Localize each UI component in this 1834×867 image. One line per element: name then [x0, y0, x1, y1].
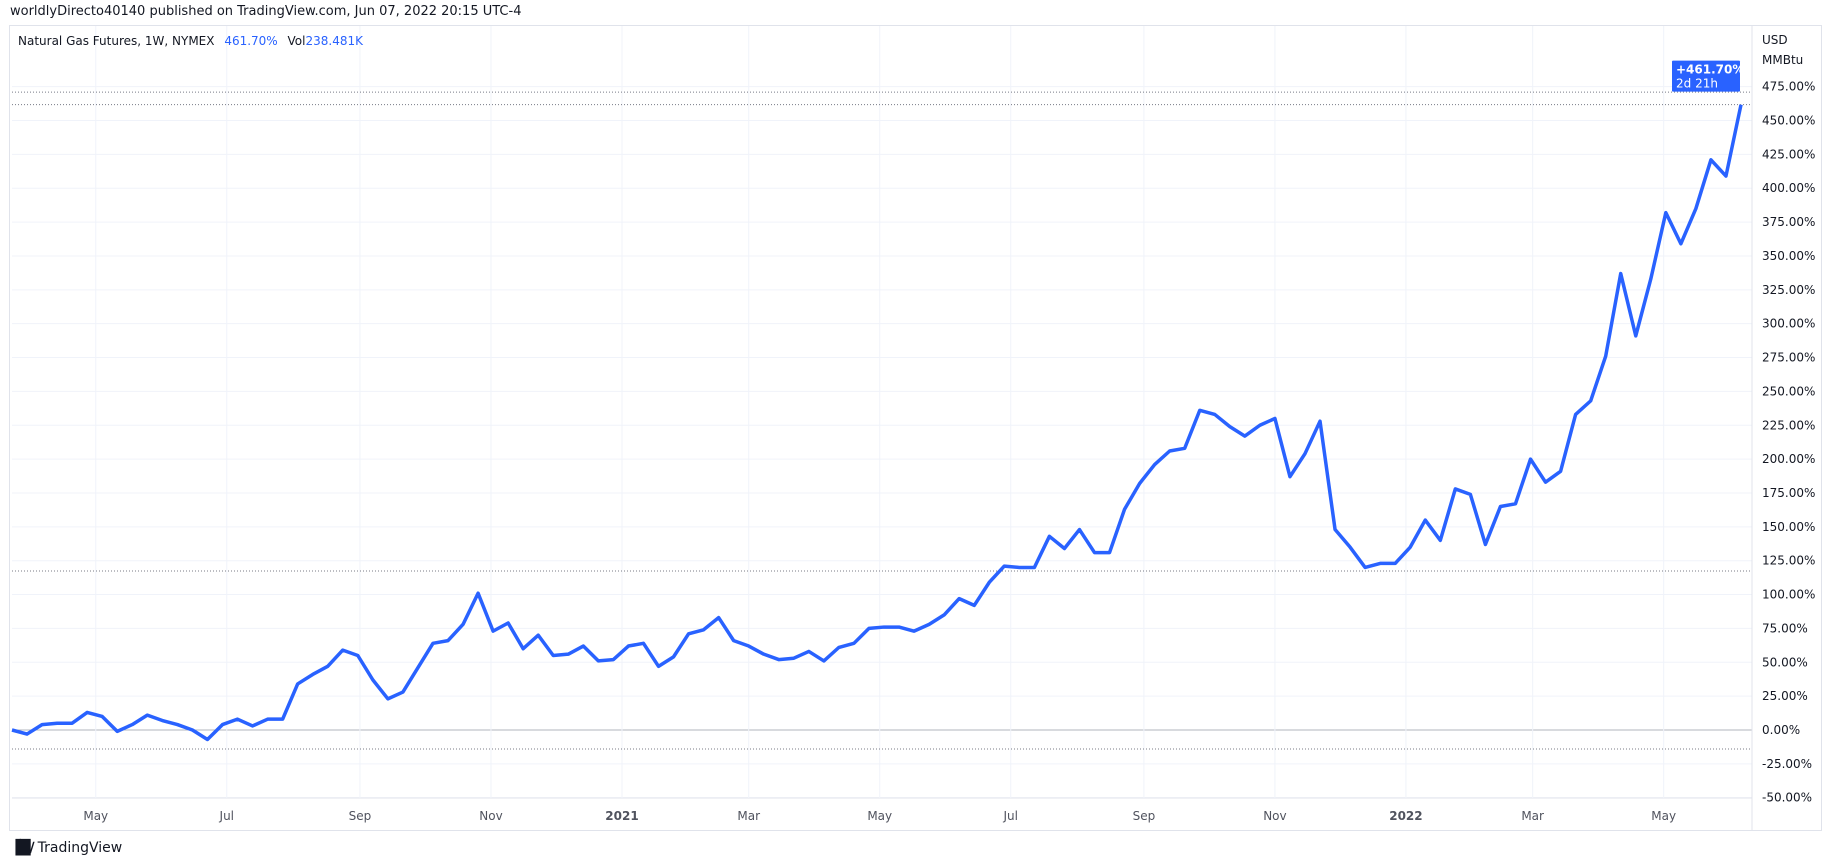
price-line: [11, 104, 1743, 742]
symbol-title: Natural Gas Futures, 1W, NYMEX: [18, 34, 215, 48]
last-price-value: +461.70%: [1676, 63, 1744, 77]
y-tick-label: 250.00%: [1762, 384, 1815, 398]
y-tick-label: 25.00%: [1762, 689, 1808, 703]
countdown: 2d 21h: [1676, 77, 1718, 91]
change-value: 461.70%: [224, 34, 278, 48]
last-price-box: [1672, 60, 1740, 92]
vol-value: 238.481K: [305, 34, 363, 48]
axis-currency: USD: [1762, 33, 1788, 47]
y-tick-label: 50.00%: [1762, 655, 1808, 669]
vol-label: Vol: [287, 34, 306, 48]
y-tick-label: -50.00%: [1762, 791, 1812, 805]
publish-attribution: worldlyDirecto40140 published on Trading…: [10, 4, 522, 19]
x-tick-label: Mar: [737, 809, 760, 823]
reference-lines: [12, 91, 1752, 750]
series: [11, 104, 1743, 742]
y-tick-label: 275.00%: [1762, 351, 1815, 365]
last-price-label: +461.70% 2d 21h: [1672, 60, 1744, 92]
x-tick-label: Nov: [1263, 809, 1286, 823]
y-tick-label: 75.00%: [1762, 621, 1808, 635]
y-tick-label: 425.00%: [1762, 147, 1815, 161]
tradingview-logo-icon: ▐█∕: [10, 840, 35, 856]
y-tick-label: 125.00%: [1762, 554, 1815, 568]
y-tick-label: 475.00%: [1762, 80, 1815, 94]
x-tick-label: Sep: [349, 809, 372, 823]
y-axis: 475.00% 450.00% 425.00% 400.00% 375.00% 350.0…: [1762, 80, 1815, 805]
y-tick-label: 450.00%: [1762, 114, 1815, 128]
y-tick-label: 350.00%: [1762, 249, 1815, 263]
x-axis: May Jul Sep Nov 2021 Mar May Jul Sep Nov 2022 Mar Ma…: [83, 809, 1676, 823]
y-tick-label: 375.00%: [1762, 215, 1815, 229]
y-tick-label: 150.00%: [1762, 520, 1815, 534]
x-tick-label: May: [1651, 809, 1676, 823]
y-tick-label: 200.00%: [1762, 452, 1815, 466]
x-tick-label: Nov: [479, 809, 502, 823]
y-tick-label: 400.00%: [1762, 181, 1815, 195]
grid: [12, 26, 1753, 831]
y-tick-label: 300.00%: [1762, 317, 1815, 331]
chart-frame: [9, 25, 1822, 831]
y-tick-label: -25.00%: [1762, 757, 1812, 771]
x-tick-label: May: [867, 809, 892, 823]
x-tick-label: Jul: [219, 809, 234, 823]
footer-brand[interactable]: ▐█∕ TradingView: [10, 840, 122, 856]
y-tick-label: 325.00%: [1762, 283, 1815, 297]
x-tick-label: Mar: [1521, 809, 1544, 823]
y-tick-label: 175.00%: [1762, 486, 1815, 500]
chart-legend: Natural Gas Futures, 1W, NYMEX 461.70% V…: [18, 34, 363, 48]
brand-name: TradingView: [37, 840, 123, 856]
axis-unit: MMBtu: [1762, 53, 1803, 67]
x-tick-label: May: [83, 809, 108, 823]
x-tick-label: 2021: [605, 809, 638, 823]
x-tick-label: 2022: [1389, 809, 1422, 823]
x-tick-label: Jul: [1002, 809, 1017, 823]
y-tick-label: 225.00%: [1762, 418, 1815, 432]
y-tick-label: 0.00%: [1762, 723, 1800, 737]
y-tick-label: 100.00%: [1762, 588, 1815, 602]
x-tick-label: Sep: [1133, 809, 1156, 823]
